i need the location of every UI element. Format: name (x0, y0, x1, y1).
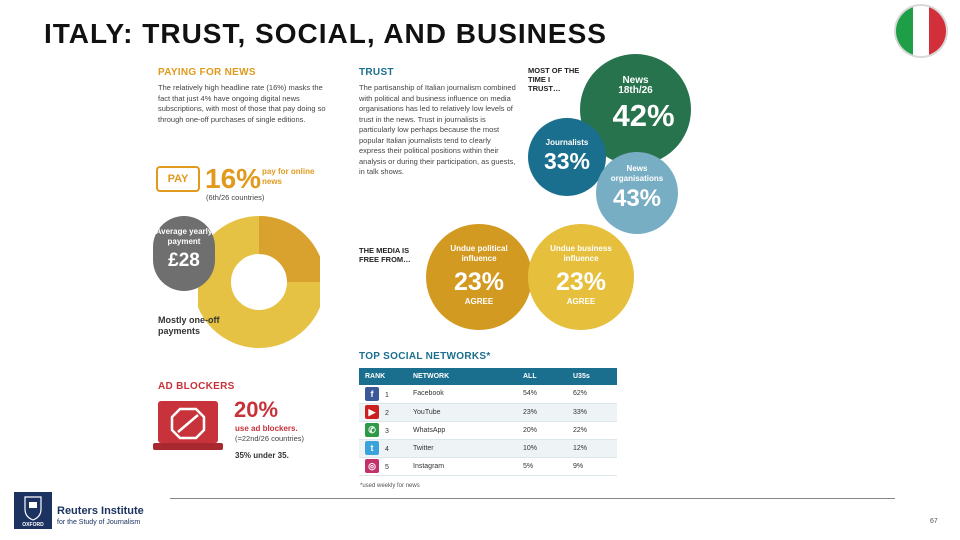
avg-payment-badge: Average yearly payment £28 (153, 216, 215, 291)
row-u35: 62% (567, 385, 617, 404)
trust-news-rank: 18th/26 (618, 85, 653, 96)
col-all: ALL (517, 368, 567, 385)
youtube-icon: ▶ (365, 405, 379, 419)
row-all: 20% (517, 421, 567, 440)
facebook-icon: f (365, 386, 379, 401)
table-row: ◎ 5 Instagram 5% 9% (359, 457, 617, 476)
table-row: t 4 Twitter 10% 12% (359, 439, 617, 458)
political-influence-label: Undue political influence (450, 244, 508, 263)
row-rank: 5 (385, 464, 389, 471)
pay-rank: (6th/26 countries) (206, 193, 265, 202)
instagram-icon: ◎ (365, 459, 379, 473)
payment-donut-chart (198, 216, 320, 348)
table-row: ▶ 2 YouTube 23% 33% (359, 403, 617, 422)
row-all: 54% (517, 385, 567, 404)
trust-news-pct: 42% (612, 98, 675, 133)
avg-payment-label: Average yearly payment (155, 227, 213, 246)
media-free-label: THE MEDIA IS FREE FROM… (359, 246, 411, 264)
donut-label: Mostly one-off payments (158, 315, 220, 336)
trust-most-label: MOST OF THE TIME I TRUST… (528, 66, 580, 93)
row-network: Facebook (407, 385, 517, 404)
trust-heading: TRUST (359, 67, 394, 78)
adblock-under35: 35% under 35. (235, 451, 289, 460)
business-influence-pct: 23% (555, 268, 607, 296)
political-influence-pct: 23% (453, 268, 505, 296)
row-all: 5% (517, 457, 567, 476)
reuters-logo-title: Reuters Institute (57, 505, 144, 517)
table-header-row: RANK NETWORK ALL U35s (359, 368, 617, 385)
political-influence-circle: Undue political influence 23% AGREE (426, 224, 532, 330)
trust-orgs-label: News organisations (610, 164, 664, 183)
row-rank: 4 (385, 446, 389, 453)
trust-orgs-circle: News organisations 43% (596, 152, 678, 234)
table-row: f 1 Facebook 54% 62% (359, 385, 617, 404)
business-influence-label: Undue business influence (550, 244, 612, 263)
donut-segment-ongoing (257, 216, 320, 284)
col-network: NETWORK (407, 368, 517, 385)
twitter-icon: t (365, 441, 379, 455)
whatsapp-icon: ✆ (365, 423, 379, 437)
row-rank: 1 (385, 391, 389, 399)
pay-icon: PAY (156, 166, 200, 192)
trust-journalists-label: Journalists (545, 138, 589, 147)
row-u35: 9% (567, 457, 617, 476)
trust-orgs-pct: 43% (612, 185, 662, 212)
row-network: YouTube (407, 403, 517, 422)
adblock-rank: (=22nd/26 countries) (235, 434, 305, 443)
row-network: WhatsApp (407, 421, 517, 440)
row-rank: 2 (385, 410, 389, 417)
row-all: 23% (517, 403, 567, 422)
business-influence-circle: Undue business influence 23% AGREE (528, 224, 634, 330)
avg-payment-value: £28 (168, 250, 200, 271)
social-footnote: *used weekly for news (360, 483, 420, 489)
ad-blocker-laptop-icon (153, 401, 223, 450)
trust-body: The partisanship of Italian journalism c… (359, 83, 516, 176)
adblock-heading: AD BLOCKERS (158, 381, 235, 392)
pay-icon-label: PAY (167, 173, 189, 185)
business-agree: AGREE (566, 297, 596, 306)
paying-heading: PAYING FOR NEWS (158, 67, 256, 78)
oxford-crest-text: OXFORD (14, 522, 52, 529)
table-row: ✆ 3 WhatsApp 20% 22% (359, 421, 617, 440)
row-network: Instagram (407, 457, 517, 476)
row-rank: 3 (385, 428, 389, 435)
trust-journalists-pct: 33% (543, 148, 591, 174)
row-u35: 22% (567, 421, 617, 440)
row-rank-cell: ✆ 3 (359, 421, 407, 440)
row-rank-cell: ◎ 5 (359, 457, 407, 476)
page-title: ITALY: TRUST, SOCIAL, AND BUSINESS (44, 18, 607, 49)
adblock-label: use ad blockers. (235, 424, 298, 433)
row-all: 10% (517, 439, 567, 458)
paying-body: The relatively high headline rate (16%) … (158, 83, 326, 124)
trust-news-label: News (622, 75, 649, 86)
pay-label: pay for online news (262, 167, 315, 186)
row-rank-cell: ▶ 2 (359, 403, 407, 422)
footer-divider (170, 498, 895, 499)
adblock-percentage: 20% (234, 397, 279, 422)
pay-percentage: 16% (205, 163, 262, 194)
social-networks-table: RANK NETWORK ALL U35s f 1 Facebook 54% 62% ▶ 2… (359, 368, 617, 476)
italy-flag-icon (894, 4, 948, 58)
row-network: Twitter (407, 439, 517, 458)
page-number: 67 (930, 518, 938, 525)
col-rank: RANK (359, 368, 407, 385)
trust-journalists-circle: Journalists 33% (528, 118, 606, 196)
col-u35: U35s (567, 368, 617, 385)
social-heading: TOP SOCIAL NETWORKS* (359, 351, 491, 362)
political-agree: AGREE (464, 297, 494, 306)
row-u35: 12% (567, 439, 617, 458)
reuters-logo-subtitle: for the Study of Journalism (57, 519, 141, 526)
row-u35: 33% (567, 403, 617, 422)
